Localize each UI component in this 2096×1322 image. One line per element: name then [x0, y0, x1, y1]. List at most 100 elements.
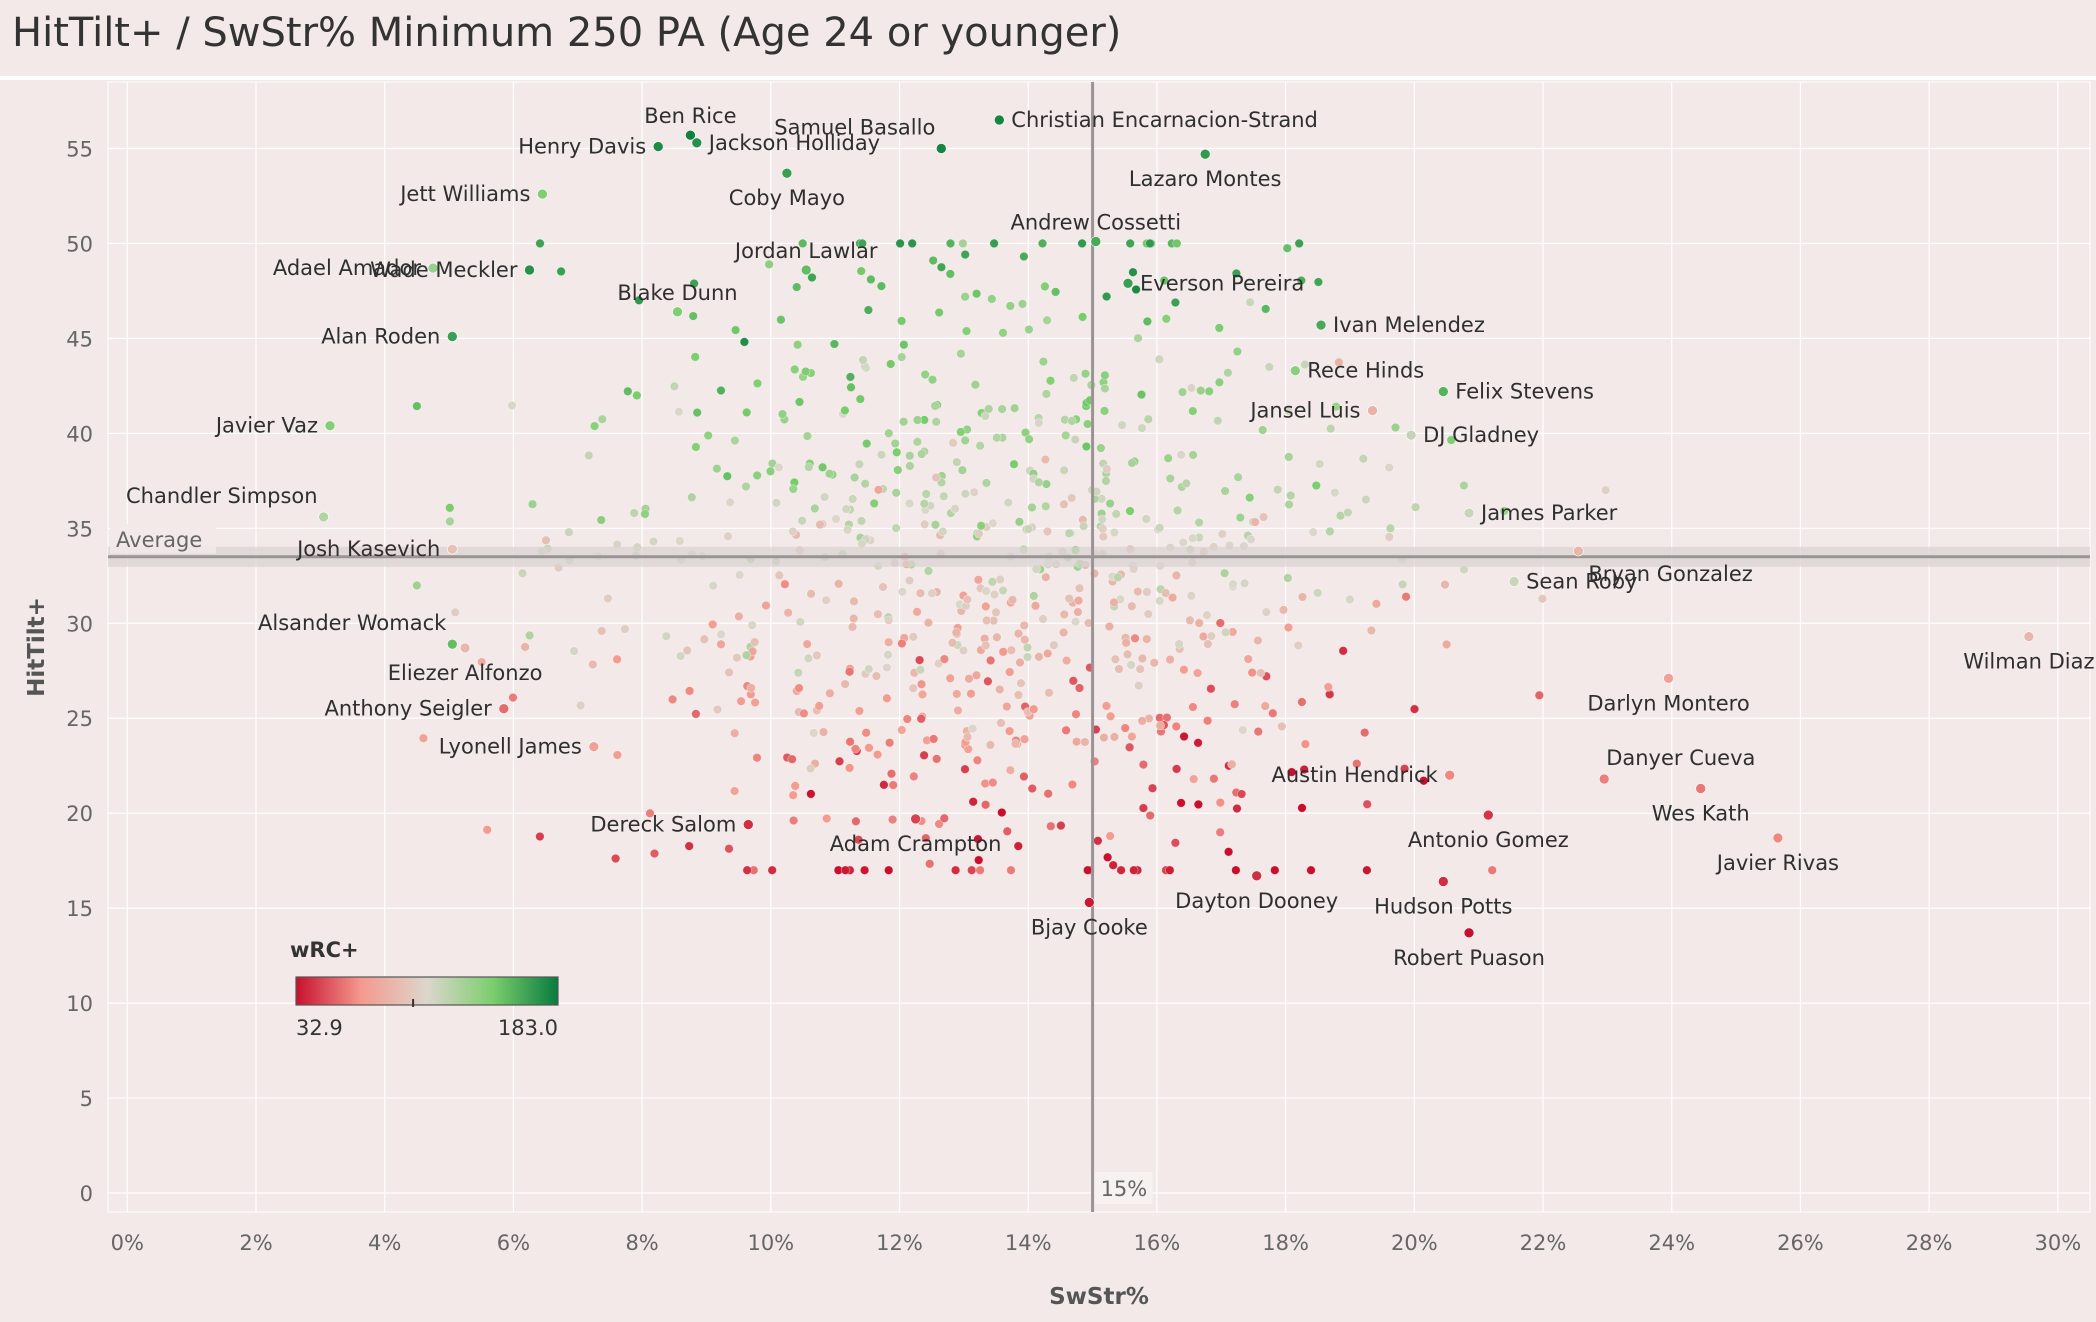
data-point [849, 472, 860, 483]
data-point [1385, 523, 1395, 533]
data-point [788, 790, 798, 800]
point-label: Jansel Luis [1248, 399, 1360, 423]
point-label: Javier Vaz [214, 414, 318, 438]
data-point [508, 692, 518, 703]
data-point [1159, 276, 1169, 286]
labeled-point [993, 114, 1005, 126]
data-point [897, 352, 907, 362]
labeled-point [537, 188, 548, 200]
data-point [1013, 841, 1023, 851]
scatter-chart[interactable]: 0% 2% 4% 6% 8% 10% 12% 14% 16% 18% 20% 22% 24% 26% 28%… [0, 80, 2096, 1322]
data-point [1027, 783, 1037, 794]
data-point [1029, 704, 1039, 714]
data-point [1282, 243, 1292, 253]
data-point [806, 789, 816, 799]
average-label-box [110, 523, 216, 554]
data-point [904, 498, 915, 509]
labeled-point [324, 420, 336, 432]
labeled-point [446, 638, 458, 650]
data-point [716, 639, 726, 649]
data-point [974, 855, 984, 865]
data-point [688, 311, 698, 321]
data-point [884, 637, 894, 647]
data-point [1081, 441, 1091, 452]
data-point [961, 326, 972, 336]
data-point [777, 409, 788, 419]
data-point [1128, 267, 1138, 277]
data-point [1273, 485, 1283, 495]
data-point [1007, 595, 1018, 605]
data-point [996, 718, 1006, 728]
data-point [1019, 251, 1029, 262]
point-label: Hudson Potts [1374, 895, 1512, 919]
point-label: Eliezer Alfonzo [388, 661, 543, 685]
data-point [795, 617, 805, 627]
data-point [1440, 580, 1450, 590]
data-point [878, 582, 888, 592]
data-point [964, 674, 974, 684]
data-point [620, 624, 630, 634]
point-label: Chandler Simpson [126, 484, 318, 508]
data-point [1209, 774, 1219, 784]
y-tick-label: 50 [66, 232, 93, 256]
data-point [1343, 507, 1353, 518]
data-point [973, 575, 984, 585]
data-point [897, 587, 908, 597]
data-point [863, 305, 874, 315]
data-point [1194, 618, 1204, 628]
data-point [905, 461, 915, 471]
data-point [899, 340, 909, 350]
data-point [752, 470, 762, 481]
data-point [541, 535, 551, 545]
data-point [886, 769, 897, 779]
labeled-point [1598, 773, 1610, 785]
data-point [752, 378, 763, 389]
data-point [412, 580, 422, 591]
point-label: Darlyn Montero [1587, 691, 1749, 715]
data-point [1044, 688, 1054, 698]
data-point [1315, 459, 1325, 469]
data-point [896, 316, 907, 326]
data-point [1073, 607, 1083, 617]
data-point [1149, 658, 1159, 668]
data-point [1101, 291, 1112, 302]
data-point [1231, 865, 1241, 875]
data-point [845, 737, 855, 747]
point-label: Adam Crampton [830, 832, 1002, 856]
labeled-point [588, 741, 600, 753]
labeled-point [1090, 236, 1102, 247]
x-axis-label: SwStr% [1049, 1284, 1149, 1310]
data-point [902, 714, 912, 724]
data-point [1019, 771, 1029, 782]
data-point [971, 670, 982, 680]
data-point [1143, 414, 1153, 424]
data-point [730, 436, 740, 446]
data-point [524, 630, 535, 641]
data-point [527, 499, 538, 509]
data-point [1165, 473, 1175, 484]
data-point [960, 250, 970, 260]
x-tick-label: 4% [368, 1231, 401, 1255]
data-point [742, 407, 752, 418]
data-point [848, 494, 858, 504]
labeled-points[interactable] [318, 114, 2035, 939]
data-point [1233, 472, 1243, 482]
data-point [794, 683, 804, 693]
labeled-point [800, 264, 812, 276]
data-point [1193, 799, 1203, 810]
data-point [1098, 524, 1108, 534]
data-point [985, 740, 996, 750]
data-point [1135, 664, 1145, 674]
data-point [807, 272, 817, 283]
data-point [1147, 783, 1158, 793]
data-point [1409, 704, 1420, 714]
point-label: Wes Kath [1652, 802, 1750, 826]
data-point [844, 763, 855, 773]
data-point [1217, 529, 1227, 539]
labeled-point [685, 129, 696, 141]
x-reference-label-box [1094, 1172, 1153, 1204]
data-point [1093, 836, 1103, 846]
labeled-point [446, 331, 458, 342]
y-tick-label: 0 [80, 1182, 93, 1206]
labeled-point [910, 813, 921, 825]
